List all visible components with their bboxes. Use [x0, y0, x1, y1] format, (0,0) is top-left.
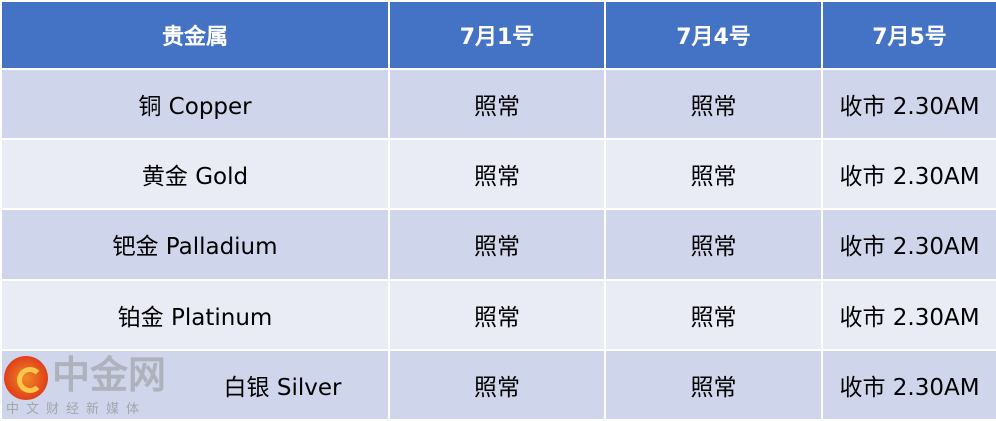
- cell-jul5: 收市 2.30AM: [821, 138, 996, 211]
- cell-jul4: 照常: [604, 138, 823, 211]
- cell-metal: 铂金 Platinum: [0, 278, 390, 351]
- table-row: 白银 Silver 照常 照常 收市 2.30AM: [0, 348, 996, 421]
- cell-jul5: 收市 2.30AM: [821, 67, 996, 141]
- cell-jul4: 照常: [604, 278, 823, 351]
- cell-jul5: 收市 2.30AM: [821, 208, 996, 281]
- table-row: 铜 Copper 照常 照常 收市 2.30AM: [0, 67, 996, 141]
- cell-jul4: 照常: [604, 67, 823, 141]
- header-metal: 贵金属: [0, 0, 390, 70]
- header-jul1: 7月1号: [388, 0, 606, 70]
- cell-jul1: 照常: [388, 278, 606, 351]
- cell-metal: 钯金 Palladium: [0, 208, 390, 281]
- table-row: 黄金 Gold 照常 照常 收市 2.30AM: [0, 138, 996, 211]
- cell-jul4: 照常: [604, 348, 823, 421]
- cell-metal: 白银 Silver: [0, 348, 390, 421]
- table-row: 钯金 Palladium 照常 照常 收市 2.30AM: [0, 208, 996, 281]
- cell-jul5: 收市 2.30AM: [821, 278, 996, 351]
- cell-jul4: 照常: [604, 208, 823, 281]
- header-row: 贵金属 7月1号 7月4号 7月5号: [0, 0, 996, 70]
- cell-jul1: 照常: [388, 208, 606, 281]
- cell-jul1: 照常: [388, 67, 606, 141]
- table-row: 铂金 Platinum 照常 照常 收市 2.30AM: [0, 278, 996, 351]
- header-jul4: 7月4号: [604, 0, 823, 70]
- header-jul5: 7月5号: [821, 0, 996, 70]
- cell-metal: 铜 Copper: [0, 67, 390, 141]
- cell-metal: 黄金 Gold: [0, 138, 390, 211]
- cell-jul1: 照常: [388, 348, 606, 421]
- cell-jul1: 照常: [388, 138, 606, 211]
- cell-jul5: 收市 2.30AM: [821, 348, 996, 421]
